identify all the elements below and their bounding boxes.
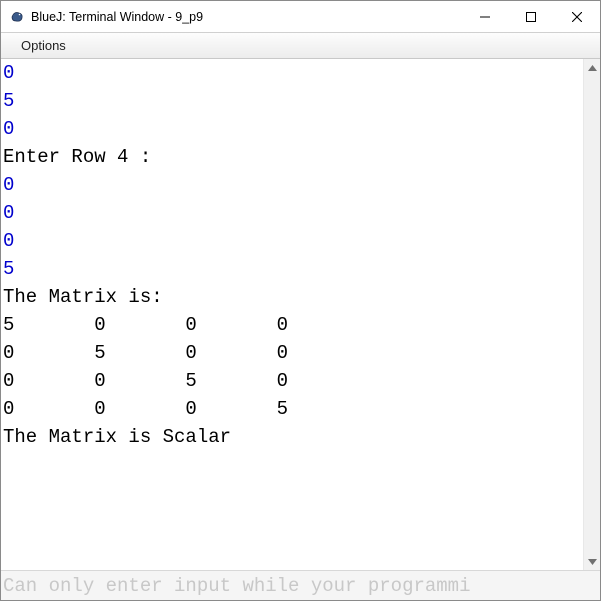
scroll-down-button[interactable]	[584, 553, 600, 570]
maximize-button[interactable]	[508, 1, 554, 32]
terminal-input-line: 5	[3, 87, 583, 115]
terminal-output-line: 0 5 0 0	[3, 339, 583, 367]
terminal-output-line: The Matrix is Scalar	[3, 423, 583, 451]
bluej-bird-icon	[9, 9, 25, 25]
scrollbar-track[interactable]	[584, 76, 600, 553]
terminal-input-line: 5	[3, 255, 583, 283]
terminal-output-line: Enter Row 4 :	[3, 143, 583, 171]
titlebar[interactable]: BlueJ: Terminal Window - 9_p9	[1, 1, 600, 33]
menubar: Options	[1, 33, 600, 59]
input-hint-footer: Can only enter input while your programm…	[1, 570, 600, 600]
terminal-input-line: 0	[3, 171, 583, 199]
menu-options[interactable]: Options	[15, 36, 72, 55]
scrollbar-vertical[interactable]	[583, 59, 600, 570]
terminal-input-line: 0	[3, 115, 583, 143]
minimize-button[interactable]	[462, 1, 508, 32]
terminal-output-line: 0 0 5 0	[3, 367, 583, 395]
content-area: 050Enter Row 4 :0005The Matrix is:5 0 0 …	[1, 59, 600, 570]
terminal-input-line: 0	[3, 59, 583, 87]
scroll-up-button[interactable]	[584, 59, 600, 76]
terminal-output-line: 0 0 0 5	[3, 395, 583, 423]
close-button[interactable]	[554, 1, 600, 32]
terminal-window: BlueJ: Terminal Window - 9_p9 Options 05…	[0, 0, 601, 601]
terminal-output-line: 5 0 0 0	[3, 311, 583, 339]
terminal-input-line: 0	[3, 199, 583, 227]
window-title: BlueJ: Terminal Window - 9_p9	[31, 10, 203, 24]
terminal-input-line: 0	[3, 227, 583, 255]
terminal-output[interactable]: 050Enter Row 4 :0005The Matrix is:5 0 0 …	[1, 59, 583, 570]
input-hint-text: Can only enter input while your programm…	[3, 575, 470, 597]
terminal-output-line: The Matrix is:	[3, 283, 583, 311]
terminal-output-line	[3, 451, 583, 479]
